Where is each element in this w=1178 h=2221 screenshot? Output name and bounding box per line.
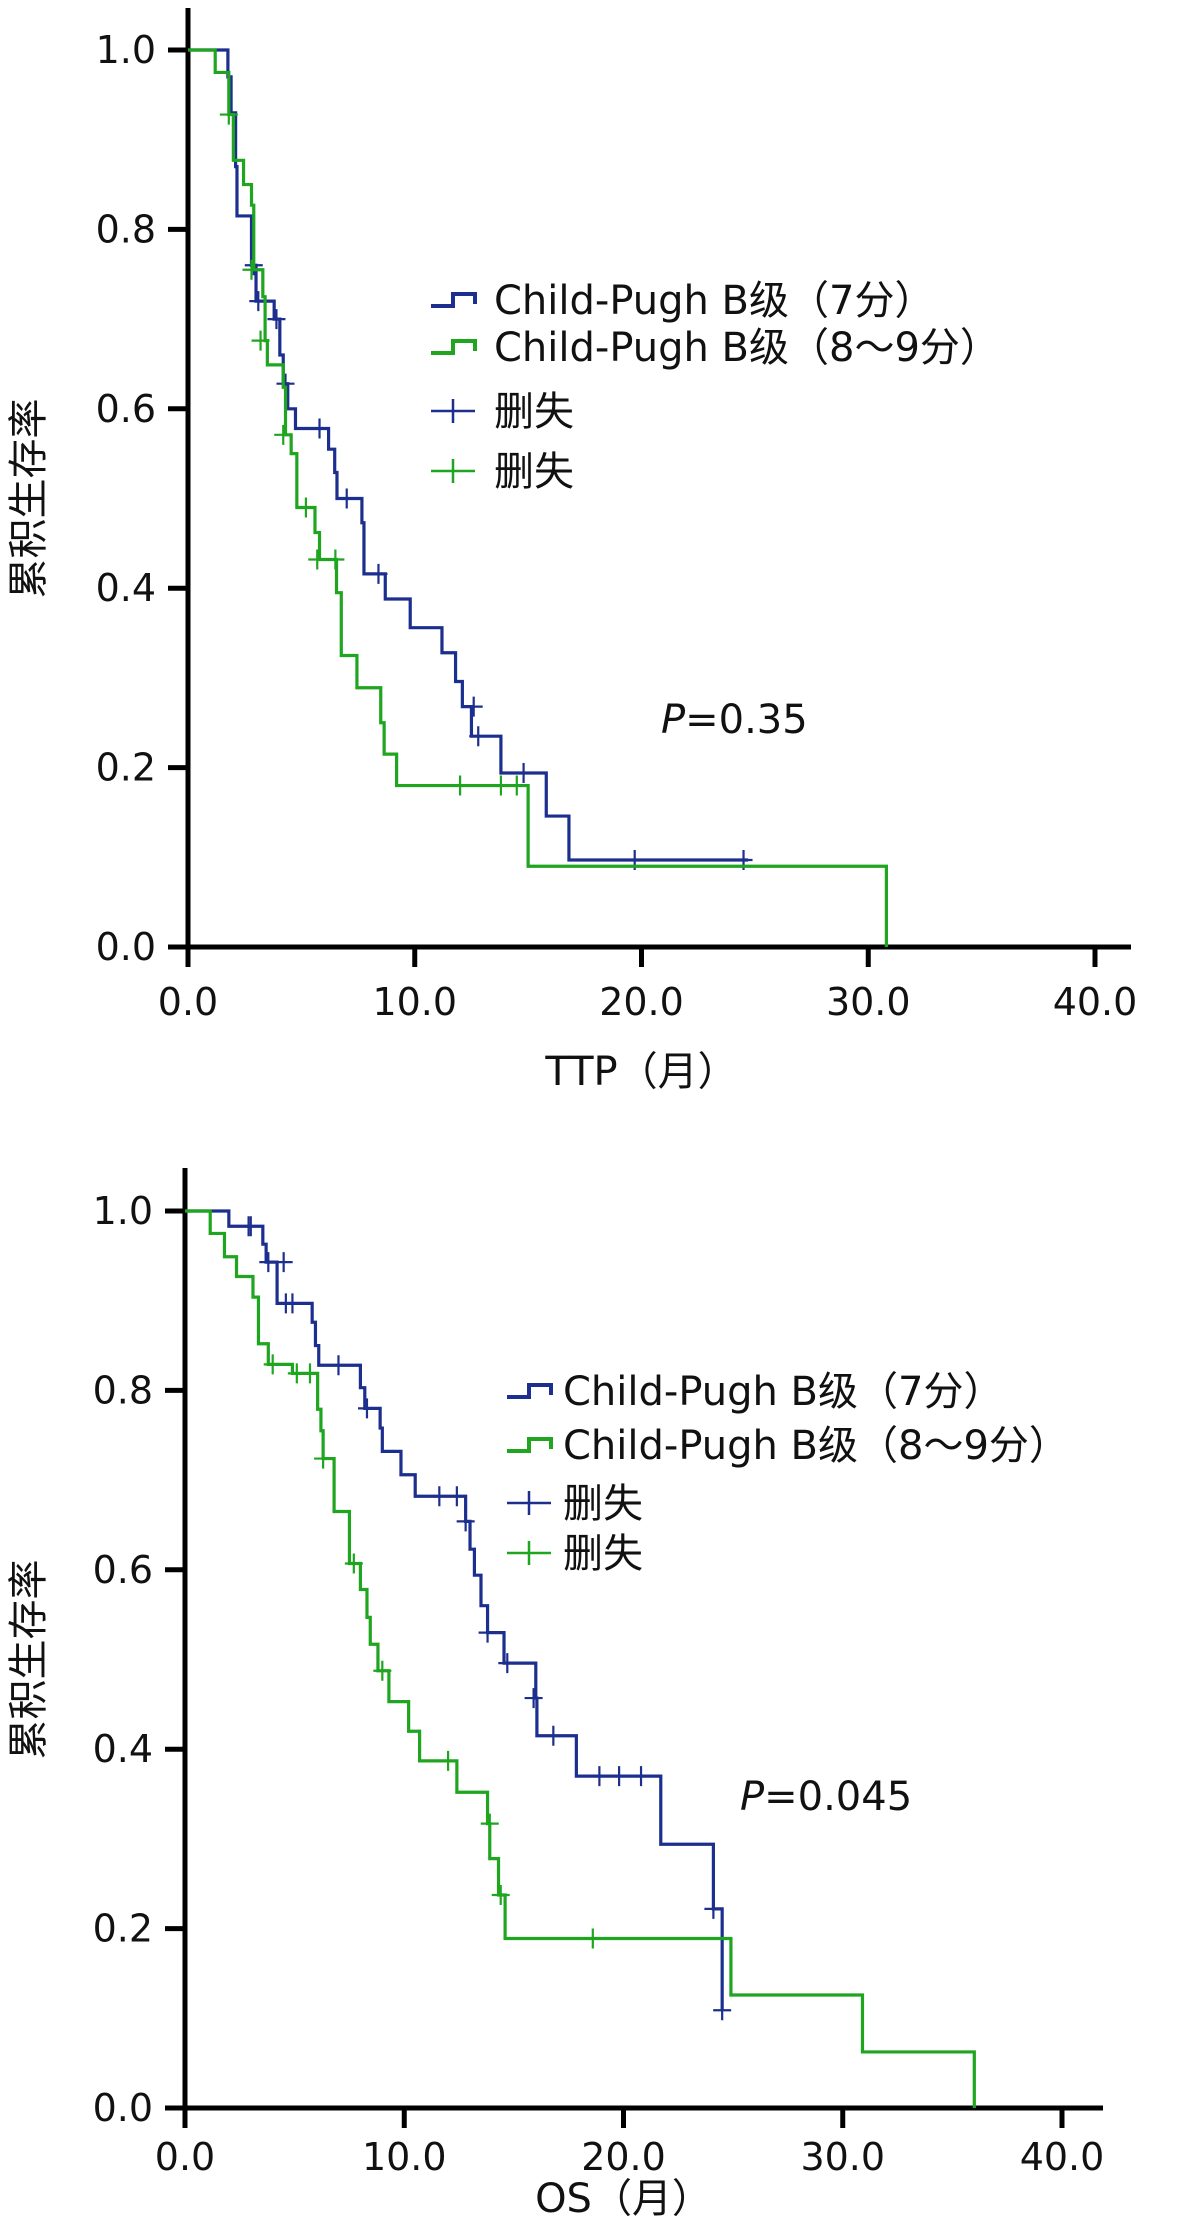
censor-mark-blue: [274, 1252, 293, 1273]
censor-mark-blue: [456, 1511, 475, 1532]
x-axis-label: TTP（月）: [544, 1049, 737, 1095]
legend-swatch-green-step: [507, 1437, 553, 1453]
x-tick-label: 20.0: [581, 2135, 666, 2179]
censor-mark-green: [219, 104, 238, 125]
censor-mark-blue: [310, 418, 329, 439]
censor-mark-blue: [337, 488, 356, 509]
censor-mark-blue: [259, 1252, 278, 1273]
censor-mark-green: [507, 775, 526, 796]
censor-mark-green: [308, 549, 327, 570]
legend-label: 删失: [494, 389, 574, 435]
y-tick-label: 0.6: [93, 1548, 153, 1592]
censor-mark-blue: [283, 1293, 302, 1314]
censor-mark-blue: [478, 1622, 497, 1643]
censor-mark-blue: [469, 726, 488, 747]
y-tick-label: 1.0: [93, 1189, 153, 1233]
y-tick-label: 0.6: [96, 387, 156, 431]
x-tick-label: 30.0: [800, 2135, 885, 2179]
legend-swatch-blue-step: [431, 292, 477, 308]
y-tick-label: 0.2: [93, 1907, 153, 1951]
p-value-annotation: P=0.35: [661, 697, 808, 743]
censor-mark-green: [491, 775, 510, 796]
x-tick-label: 0.0: [158, 980, 218, 1024]
legend-swatch-blue-censor: [431, 399, 475, 423]
y-tick-label: 0.0: [96, 925, 156, 969]
p-value: =0.045: [764, 1774, 912, 1820]
legend-label: Child-Pugh B级（8～9分）: [563, 1423, 1069, 1469]
censor-mark-blue: [498, 1653, 517, 1674]
censor-mark-green: [296, 497, 315, 518]
y-tick-label: 0.0: [93, 2086, 153, 2130]
censor-mark-green: [314, 1448, 333, 1469]
y-tick-label: 1.0: [96, 28, 156, 72]
censor-mark-blue: [464, 696, 483, 717]
censor-mark-green: [326, 549, 345, 570]
legend-swatch-green-censor: [507, 1541, 551, 1565]
y-tick-label: 0.2: [96, 746, 156, 790]
censor-mark-blue: [632, 1766, 651, 1787]
censor-mark-blue: [267, 309, 286, 330]
censor-mark-green: [451, 775, 470, 796]
censor-mark-blue: [447, 1486, 466, 1507]
censor-mark-green: [251, 330, 270, 351]
censor-mark-blue: [544, 1725, 563, 1746]
x-tick-label: 40.0: [1053, 980, 1138, 1024]
censor-mark-blue: [524, 1688, 543, 1709]
x-tick-label: 30.0: [826, 980, 911, 1024]
censor-mark-green: [439, 1750, 458, 1771]
censor-mark-blue: [704, 1898, 723, 1919]
x-tick-label: 40.0: [1020, 2135, 1105, 2179]
censor-mark-blue: [357, 1398, 376, 1419]
legend-swatch-green-step: [431, 339, 477, 355]
censor-mark-green: [583, 1928, 602, 1949]
legend-label: Child-Pugh B级（7分）: [563, 1369, 1003, 1415]
censor-mark-blue: [514, 762, 533, 783]
x-tick-label: 20.0: [599, 980, 684, 1024]
km-curve-blue: [185, 1209, 724, 2011]
km-curve-green: [185, 1209, 976, 2108]
censor-mark-green: [242, 259, 261, 280]
legend-swatch-blue-step: [507, 1383, 553, 1399]
censor-mark-green: [263, 1354, 282, 1375]
censor-mark-green: [491, 1884, 510, 1905]
x-tick-label: 0.0: [155, 2135, 215, 2179]
x-tick-label: 10.0: [362, 2135, 447, 2179]
chart-panel-2: 0.0 0.2 0.4 0.6 0.8 1.0 0.0 10.0 20.0 30.0 40.0 OS（…: [6, 1168, 1104, 2221]
legend-label: 删失: [563, 1531, 643, 1577]
legend-label: 删失: [563, 1481, 643, 1527]
censor-mark-green: [300, 1363, 319, 1384]
chart-panel-1: 0.0 0.2 0.4 0.6 0.8 1.0 0.0 10.0 20.0 30.0 40.0 TTP…: [6, 8, 1137, 1095]
censor-mark-green: [274, 424, 293, 445]
censor-mark-blue: [241, 1216, 260, 1237]
y-axis-label: 累积生存率: [6, 1560, 52, 1760]
p-value: =0.35: [685, 697, 808, 743]
legend-label: Child-Pugh B级（7分）: [494, 278, 934, 324]
legend-swatch-blue-censor: [507, 1491, 551, 1515]
censor-mark-blue: [430, 1486, 449, 1507]
km-curve-green: [188, 48, 888, 947]
censor-mark-green: [373, 1660, 392, 1681]
x-tick-label: 10.0: [372, 980, 457, 1024]
y-tick-label: 0.4: [96, 566, 156, 610]
censor-mark-blue: [369, 563, 388, 584]
legend-label: 删失: [494, 449, 574, 495]
censor-mark-blue: [329, 1355, 348, 1376]
censor-mark-blue: [713, 2000, 732, 2021]
censor-mark-green: [344, 1553, 363, 1574]
y-tick-label: 0.8: [93, 1368, 153, 1412]
p-symbol: P: [740, 1774, 765, 1820]
censor-mark-blue: [610, 1766, 629, 1787]
y-tick-label: 0.8: [96, 207, 156, 251]
y-axis-label: 累积生存率: [6, 399, 52, 599]
legend-label: Child-Pugh B级（8～9分）: [494, 325, 1000, 371]
legend-swatch-green-censor: [431, 459, 475, 483]
x-axis-label: OS（月）: [535, 2176, 712, 2221]
p-symbol: P: [661, 697, 686, 743]
censor-mark-green: [480, 1813, 499, 1834]
censor-mark-blue: [590, 1766, 609, 1787]
p-value-annotation: P=0.045: [740, 1774, 912, 1820]
y-tick-label: 0.4: [93, 1727, 153, 1771]
